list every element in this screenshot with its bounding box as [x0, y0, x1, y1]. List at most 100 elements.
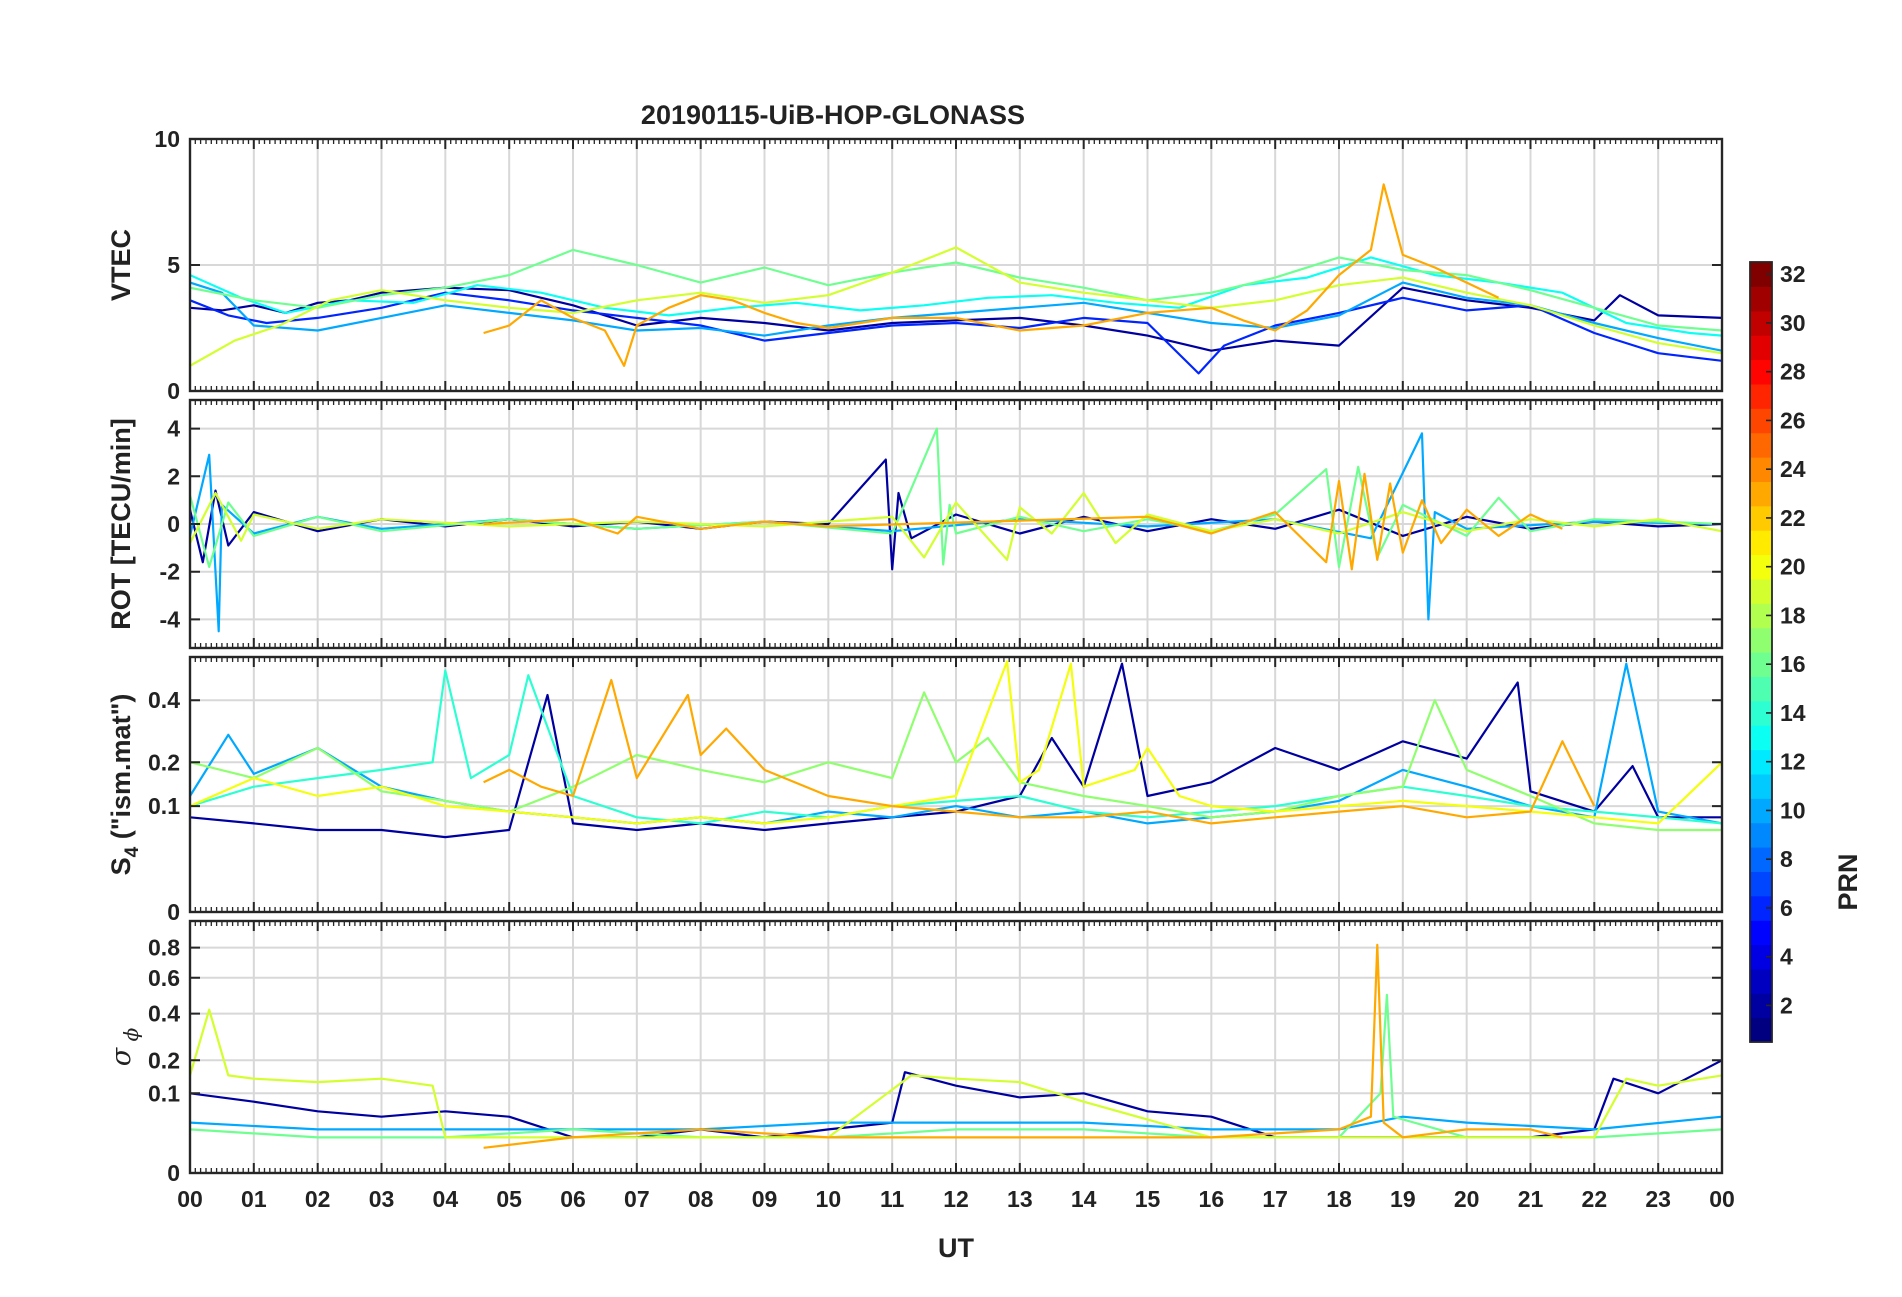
series-prn-10 [190, 1115, 1722, 1131]
series-prn-2 [190, 286, 1722, 352]
colorbar-tick-label: 6 [1780, 895, 1793, 921]
y-tick-label: 0.1 [148, 1080, 180, 1106]
colorbar-tick-label: 8 [1780, 846, 1793, 872]
y-tick-label: -4 [160, 606, 181, 632]
colorbar-tick-label: 26 [1780, 407, 1806, 433]
colorbar-segment [1750, 847, 1772, 872]
x-tick-label: 11 [880, 1186, 905, 1212]
colorbar-tick-label: 20 [1780, 554, 1806, 580]
colorbar-tick-label: 24 [1780, 456, 1806, 482]
colorbar-tick-label: 28 [1780, 359, 1806, 385]
series-prn-19 [190, 246, 1722, 367]
series-prn-2 [190, 458, 1722, 571]
axes-box [188, 398, 1724, 650]
colorbar-segment [1750, 505, 1772, 531]
colorbar-segment [1750, 335, 1772, 361]
axes-box [188, 655, 1724, 914]
x-tick-label: 07 [624, 1186, 650, 1212]
y-tick-label: 0 [167, 378, 180, 404]
series-prn-10 [190, 662, 1722, 825]
x-axis-label: UT [938, 1233, 974, 1263]
colorbar-segment [1750, 895, 1772, 921]
y-tick-label: 0.2 [148, 749, 180, 775]
colorbar-segment [1750, 822, 1772, 848]
x-tick-label: 02 [305, 1186, 331, 1212]
series-prn-23 [483, 472, 1563, 571]
colorbar-tick-label: 12 [1780, 749, 1806, 775]
x-tick-label: 20 [1454, 1186, 1480, 1212]
series-prn-19 [190, 1008, 1722, 1139]
colorbar-segment [1750, 457, 1772, 482]
series-prn-16 [190, 427, 1722, 568]
y-tick-label: 0.6 [148, 965, 180, 991]
colorbar-tick-label: 22 [1780, 505, 1806, 531]
colorbar-segment [1750, 1017, 1772, 1043]
series-prn-19 [190, 491, 1722, 561]
series-prn-10 [190, 281, 1722, 352]
series-prn-23 [483, 183, 1500, 367]
y-axis-label: σ ϕ [106, 1027, 143, 1066]
colorbar-tick-label: 32 [1780, 261, 1806, 287]
chart-title: 20190115-UiB-HOP-GLONASS [641, 100, 1025, 130]
colorbar-segment [1750, 652, 1772, 677]
series-prn-17 [190, 691, 1722, 832]
series-prn-20 [190, 660, 1722, 825]
y-tick-label: -2 [160, 559, 180, 585]
y-tick-label: 0.8 [148, 935, 180, 961]
colorbar-label: PRN [1833, 853, 1863, 910]
y-tick-label: 10 [154, 126, 180, 152]
colorbar-tick-label: 2 [1780, 992, 1793, 1018]
x-tick-label: 23 [1645, 1186, 1671, 1212]
colorbar-tick-label: 30 [1780, 310, 1806, 336]
y-tick-label: 0.4 [148, 1001, 180, 1027]
y-tick-label: 5 [167, 252, 180, 278]
colorbar-segment [1750, 554, 1772, 580]
colorbar-segment [1750, 359, 1772, 385]
colorbar-segment [1750, 481, 1772, 507]
panel-s4: 0 0.1 0.2 0.4S4 ("ism.mat") [106, 655, 1724, 925]
axes-box [188, 919, 1724, 1175]
colorbar-segment [1750, 968, 1772, 994]
y-axis-label: ROT [TECU/min] [106, 418, 136, 629]
y-tick-label: 0.1 [148, 793, 180, 819]
panel-vtec: 0 5 10 VTEC [106, 126, 1724, 404]
series-prn-23 [483, 943, 1563, 1149]
x-tick-label: 01 [241, 1186, 267, 1212]
panel-rot: -4 -2 0 2 4 ROT [TECU/min] [106, 398, 1724, 650]
colorbar-segment [1750, 676, 1772, 702]
x-tick-label: 22 [1582, 1186, 1608, 1212]
colorbar-segment [1750, 262, 1772, 287]
colorbar-segment [1750, 749, 1772, 775]
x-tick-label: 06 [560, 1186, 586, 1212]
colorbar-segment [1750, 286, 1772, 312]
colorbar-segment [1750, 798, 1772, 824]
colorbar-segment [1750, 408, 1772, 434]
series-prn-23 [483, 678, 1596, 825]
colorbar-segment [1750, 700, 1772, 726]
colorbar-segment [1750, 725, 1772, 751]
series-prn-2 [190, 662, 1722, 839]
colorbar-segment [1750, 310, 1772, 336]
y-axis-label: S4 ("ism.mat") [106, 694, 143, 876]
series-prn-16 [190, 248, 1722, 332]
axes-box [188, 137, 1724, 393]
series-group [190, 943, 1722, 1149]
y-tick-label: 0 [167, 1160, 180, 1186]
x-tick-label: 13 [1007, 1186, 1033, 1212]
colorbar-frame [1749, 261, 1773, 1043]
x-tick-label: 05 [496, 1186, 522, 1212]
x-tick-label: 21 [1518, 1186, 1544, 1212]
colorbar-tick-label: 14 [1780, 700, 1806, 726]
x-tick-label: 18 [1326, 1186, 1352, 1212]
x-tick-label: 00 [177, 1186, 203, 1212]
series-group [190, 660, 1722, 839]
y-axis-label: VTEC [106, 229, 136, 301]
colorbar-segment [1750, 432, 1772, 458]
y-tick-label: 0 [167, 511, 180, 537]
x-tick-label: 00 [1709, 1186, 1735, 1212]
x-tick-label: 03 [369, 1186, 395, 1212]
colorbar-tick-label: 18 [1780, 602, 1806, 628]
